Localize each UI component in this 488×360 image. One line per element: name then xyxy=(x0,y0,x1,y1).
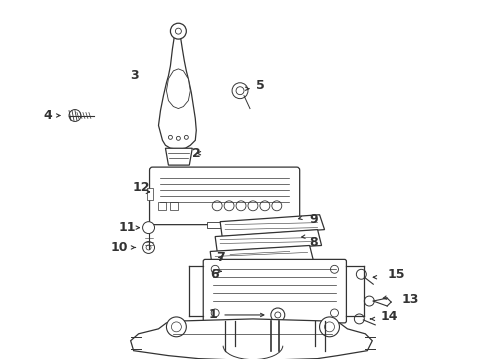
Circle shape xyxy=(142,242,154,253)
Circle shape xyxy=(166,317,186,337)
Circle shape xyxy=(319,317,339,337)
Text: 7: 7 xyxy=(216,251,224,264)
Text: 14: 14 xyxy=(380,310,397,323)
Text: 1: 1 xyxy=(208,309,217,321)
Text: 10: 10 xyxy=(111,241,128,254)
Text: 3: 3 xyxy=(130,69,139,82)
Circle shape xyxy=(236,201,245,211)
Bar xyxy=(146,188,152,200)
Circle shape xyxy=(271,201,281,211)
Circle shape xyxy=(354,314,364,324)
Text: 12: 12 xyxy=(132,181,150,194)
FancyBboxPatch shape xyxy=(149,167,299,225)
Circle shape xyxy=(247,201,257,211)
FancyBboxPatch shape xyxy=(203,260,346,323)
Circle shape xyxy=(270,308,284,322)
Text: 8: 8 xyxy=(309,236,318,249)
Circle shape xyxy=(232,83,247,99)
Text: 13: 13 xyxy=(400,293,418,306)
Text: 2: 2 xyxy=(192,147,201,160)
PathPatch shape xyxy=(215,230,321,251)
Text: 5: 5 xyxy=(255,79,264,92)
Circle shape xyxy=(142,222,154,234)
PathPatch shape xyxy=(166,69,190,109)
Circle shape xyxy=(356,269,366,279)
Text: 6: 6 xyxy=(210,268,218,281)
PathPatch shape xyxy=(165,148,192,165)
Circle shape xyxy=(224,201,234,211)
Text: 9: 9 xyxy=(309,213,318,226)
Circle shape xyxy=(170,23,186,39)
Bar xyxy=(170,202,178,210)
Circle shape xyxy=(260,201,269,211)
Text: 4: 4 xyxy=(43,109,52,122)
Bar xyxy=(158,202,166,210)
PathPatch shape xyxy=(210,246,313,266)
Text: 15: 15 xyxy=(386,268,404,281)
Circle shape xyxy=(69,109,81,121)
PathPatch shape xyxy=(130,319,371,360)
Bar xyxy=(207,222,237,228)
Circle shape xyxy=(212,201,222,211)
PathPatch shape xyxy=(158,29,196,149)
PathPatch shape xyxy=(220,215,324,237)
Text: 11: 11 xyxy=(119,221,136,234)
Circle shape xyxy=(364,296,373,306)
